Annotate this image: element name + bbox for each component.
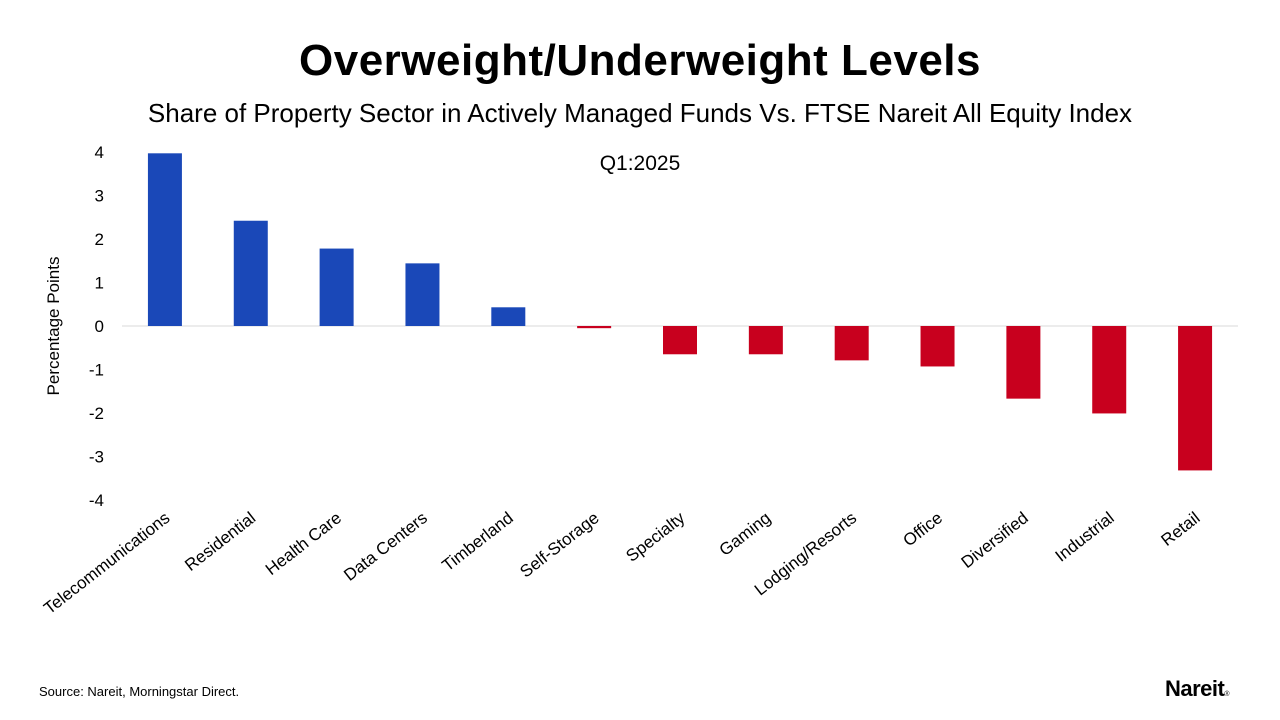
x-tick-label: Health Care xyxy=(262,508,345,579)
y-tick-label: 0 xyxy=(95,317,104,336)
chart-subtitle: Share of Property Sector in Actively Man… xyxy=(147,98,1133,128)
nareit-logo: Nareit® xyxy=(1165,676,1229,702)
y-tick-label: -1 xyxy=(89,361,104,380)
bar-industrial xyxy=(1092,326,1127,414)
bar-lodging-resorts xyxy=(834,326,869,361)
x-tick-label: Gaming xyxy=(716,508,775,560)
x-tick-label: Office xyxy=(900,508,946,550)
y-tick-label: 3 xyxy=(95,187,104,206)
x-tick-label: Self-Storage xyxy=(516,508,602,581)
bar-retail xyxy=(1178,326,1213,471)
logo-registered-mark: ® xyxy=(1224,691,1230,698)
y-tick-label: 2 xyxy=(95,230,104,249)
y-tick-label: 4 xyxy=(95,143,104,162)
bar-gaming xyxy=(748,326,783,355)
bar-residential xyxy=(233,220,268,326)
bar-office xyxy=(920,326,955,367)
x-tick-label: Specialty xyxy=(622,508,688,566)
bar-diversified xyxy=(1006,326,1041,399)
x-tick-label: Diversified xyxy=(958,508,1032,572)
x-tick-label: Timberland xyxy=(439,508,517,575)
y-tick-label: -4 xyxy=(89,491,104,510)
x-tick-label: Industrial xyxy=(1052,508,1118,565)
source-note: Source: Nareit, Morningstar Direct. xyxy=(39,684,240,699)
bar-telecommunications xyxy=(147,153,182,326)
y-tick-label: -2 xyxy=(89,404,104,423)
period-annotation: Q1:2025 xyxy=(600,152,681,175)
x-tick-label: Residential xyxy=(181,508,259,575)
x-tick-label: Data Centers xyxy=(340,508,431,585)
bar-specialty xyxy=(663,326,697,355)
bar-data-centers xyxy=(405,263,440,326)
logo-text: Nareit xyxy=(1165,676,1225,701)
bar-health-care xyxy=(319,248,354,326)
bar-timberland xyxy=(491,307,526,326)
y-tick-label: 1 xyxy=(95,274,104,293)
y-axis-label: Percentage Points xyxy=(44,257,63,396)
x-tick-label: Telecommunications xyxy=(40,508,173,618)
bar-self-storage xyxy=(577,326,612,329)
y-tick-label: -3 xyxy=(89,448,104,467)
chart-title: Overweight/Underweight Levels xyxy=(299,36,981,85)
x-tick-label: Retail xyxy=(1158,508,1204,550)
